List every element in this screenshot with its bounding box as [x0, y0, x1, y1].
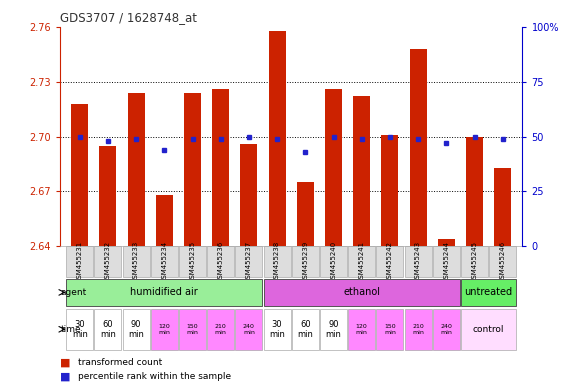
Bar: [207, 309, 234, 349]
Text: 120
min: 120 min: [356, 324, 368, 335]
Bar: [438, 239, 455, 246]
Bar: [461, 279, 516, 306]
Bar: [264, 247, 291, 277]
Bar: [94, 309, 122, 349]
Text: GSM455240: GSM455240: [331, 241, 336, 283]
Bar: [179, 309, 206, 349]
Text: GSM455234: GSM455234: [161, 241, 167, 283]
Bar: [292, 247, 319, 277]
Bar: [264, 279, 460, 306]
Text: GDS3707 / 1628748_at: GDS3707 / 1628748_at: [60, 11, 197, 24]
Bar: [325, 89, 342, 246]
Bar: [66, 309, 93, 349]
Text: 240
min: 240 min: [243, 324, 255, 335]
Text: ethanol: ethanol: [343, 287, 380, 298]
Bar: [66, 247, 93, 277]
Text: GSM455244: GSM455244: [443, 241, 449, 283]
Text: percentile rank within the sample: percentile rank within the sample: [78, 372, 231, 381]
Text: 90
min: 90 min: [128, 319, 144, 339]
Bar: [151, 309, 178, 349]
Text: 30
min: 30 min: [72, 319, 87, 339]
Text: 90
min: 90 min: [325, 319, 341, 339]
Text: GSM455243: GSM455243: [415, 241, 421, 283]
Text: 240
min: 240 min: [440, 324, 452, 335]
Bar: [212, 89, 229, 246]
Bar: [489, 247, 516, 277]
Text: GSM455231: GSM455231: [77, 241, 83, 283]
Bar: [71, 104, 88, 246]
Bar: [320, 309, 347, 349]
Text: GSM455241: GSM455241: [359, 241, 365, 283]
Text: 30
min: 30 min: [269, 319, 285, 339]
Text: GSM455235: GSM455235: [190, 241, 195, 283]
Bar: [353, 96, 370, 246]
Bar: [348, 309, 375, 349]
Text: GSM455236: GSM455236: [218, 241, 224, 283]
Text: time: time: [60, 325, 81, 334]
Bar: [409, 49, 427, 246]
Bar: [297, 182, 314, 246]
Bar: [123, 247, 150, 277]
Text: GSM455233: GSM455233: [133, 241, 139, 283]
Text: GSM455246: GSM455246: [500, 241, 506, 283]
Bar: [240, 144, 258, 246]
Bar: [320, 247, 347, 277]
Bar: [66, 279, 263, 306]
Bar: [179, 247, 206, 277]
Bar: [381, 135, 399, 246]
Bar: [376, 247, 404, 277]
Bar: [99, 146, 116, 246]
Text: 150
min: 150 min: [384, 324, 396, 335]
Text: agent: agent: [60, 288, 86, 297]
Bar: [348, 247, 375, 277]
Bar: [494, 167, 511, 246]
Bar: [156, 195, 173, 246]
Bar: [94, 247, 122, 277]
Text: GSM455239: GSM455239: [302, 241, 308, 283]
Bar: [123, 309, 150, 349]
Bar: [461, 309, 516, 349]
Bar: [235, 309, 263, 349]
Bar: [128, 93, 144, 246]
Bar: [433, 309, 460, 349]
Bar: [376, 309, 404, 349]
Text: 210
min: 210 min: [412, 324, 424, 335]
Text: 150
min: 150 min: [187, 324, 199, 335]
Bar: [184, 93, 201, 246]
Bar: [292, 309, 319, 349]
Text: ■: ■: [60, 358, 70, 368]
Text: GSM455238: GSM455238: [274, 241, 280, 283]
Text: GSM455237: GSM455237: [246, 241, 252, 283]
Bar: [235, 247, 263, 277]
Bar: [433, 247, 460, 277]
Bar: [264, 309, 291, 349]
Text: GSM455242: GSM455242: [387, 241, 393, 283]
Bar: [461, 247, 488, 277]
Bar: [207, 247, 234, 277]
Bar: [268, 31, 286, 246]
Bar: [405, 309, 432, 349]
Text: 210
min: 210 min: [215, 324, 227, 335]
Text: GSM455232: GSM455232: [105, 241, 111, 283]
Text: 60
min: 60 min: [297, 319, 313, 339]
Text: transformed count: transformed count: [78, 358, 163, 367]
Bar: [405, 247, 432, 277]
Text: 120
min: 120 min: [158, 324, 170, 335]
Text: ■: ■: [60, 371, 70, 381]
Text: control: control: [473, 325, 504, 334]
Text: GSM455245: GSM455245: [472, 241, 477, 283]
Text: 60
min: 60 min: [100, 319, 116, 339]
Text: humidified air: humidified air: [130, 287, 198, 298]
Bar: [466, 136, 483, 246]
Text: untreated: untreated: [465, 287, 513, 298]
Bar: [151, 247, 178, 277]
